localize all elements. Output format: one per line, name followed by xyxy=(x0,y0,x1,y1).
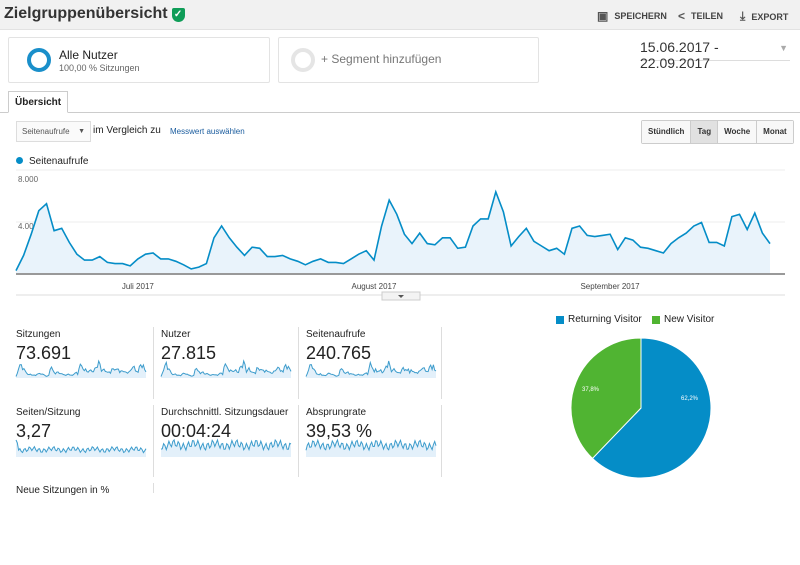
metric-divider xyxy=(298,405,299,477)
metric-label: Sitzungen xyxy=(16,329,61,340)
legend-swatch xyxy=(652,315,660,324)
pie-slice-returning[interactable] xyxy=(591,337,712,479)
chevron-down-icon: ▼ xyxy=(779,43,788,53)
sparkline xyxy=(15,439,147,454)
metric-divider xyxy=(441,405,442,477)
sparkline xyxy=(305,438,437,452)
metric-divider xyxy=(298,327,299,399)
metric-value: 240.765 xyxy=(306,343,372,363)
metric-2[interactable]: Seitenaufrufe 240.765 xyxy=(306,329,446,409)
metric-5[interactable]: Absprungrate 39,53 % xyxy=(306,407,446,487)
segment-all-users[interactable]: Alle Nutzer 100,00 % Sitzungen xyxy=(8,37,270,83)
pie-label-returning: 62,2% xyxy=(681,396,699,402)
metric-0[interactable]: Sitzungen 73.691 xyxy=(16,329,156,409)
pageviews-chart: 8.000 4.000 Juli 2017 August 2017 September … xyxy=(15,169,785,479)
pie-slice-new[interactable] xyxy=(570,337,642,460)
y-tick-label: 4.000 xyxy=(18,222,39,231)
sparkline xyxy=(305,360,437,377)
metric-label: Absprungrate xyxy=(306,407,367,418)
share-button[interactable]: < TEILEN xyxy=(678,9,724,23)
granularity-toggle: Stündlich Tag Woche Monat xyxy=(641,120,794,144)
tab-divider xyxy=(0,112,800,113)
y-tick-label: 8.000 xyxy=(18,175,39,184)
empty-segment-icon xyxy=(291,48,315,72)
date-range-picker[interactable]: 15.06.2017 - 22.09.2017 ▼ xyxy=(640,39,790,71)
compare-label: im Vergleich zu xyxy=(93,125,161,136)
export-button[interactable]: ⤓ EXPORT xyxy=(740,9,789,23)
header-bar: Zielgruppenübersicht ✓ ▣ SPEICHERN < TEILEN… xyxy=(0,0,800,30)
sparkline xyxy=(15,359,147,377)
granularity-week[interactable]: Woche xyxy=(718,121,758,143)
metric-divider xyxy=(153,327,154,399)
metric-label: Durchschnittl. Sitzungsdauer xyxy=(161,407,289,418)
select-metric-link[interactable]: Messwert auswählen xyxy=(170,127,245,136)
chart-legend: Seitenaufrufe xyxy=(16,156,89,167)
check-shield-icon: ✓ xyxy=(171,8,185,22)
chart-line xyxy=(15,189,771,271)
legend-new: New Visitor xyxy=(652,314,714,325)
metric-label: Nutzer xyxy=(161,329,191,340)
share-icon: < xyxy=(678,9,686,23)
export-icon: ⤓ xyxy=(740,9,746,23)
metric-6[interactable]: Neue Sitzungen in % xyxy=(16,485,156,565)
metric-divider xyxy=(153,483,154,493)
metric-value: 73.691 xyxy=(16,343,72,363)
metric-divider xyxy=(441,327,442,399)
segment-ring-icon xyxy=(27,48,51,72)
metric-select[interactable]: Seitenaufrufe ▼ xyxy=(16,121,91,142)
chart-area xyxy=(16,191,770,273)
metric-1[interactable]: Nutzer 27.815 xyxy=(161,329,301,409)
metric-label: Seitenaufrufe xyxy=(306,329,366,340)
metric-divider xyxy=(153,405,154,477)
add-segment-button[interactable]: + Segment hinzufügen xyxy=(278,37,539,83)
chevron-down-icon xyxy=(398,295,404,298)
x-tick-label: Juli 2017 xyxy=(122,282,155,291)
legend-dot xyxy=(16,157,23,164)
pie-label-new: 37,8% xyxy=(582,387,600,393)
x-tick-label: September 2017 xyxy=(580,282,640,291)
save-icon: ▣ xyxy=(597,9,609,23)
tab-overview[interactable]: Übersicht xyxy=(8,91,69,113)
metric-4[interactable]: Durchschnittl. Sitzungsdauer 00:04:24 xyxy=(161,407,301,487)
legend-returning: Returning Visitor xyxy=(556,314,642,325)
granularity-month[interactable]: Monat xyxy=(757,121,793,143)
metric-value: 39,53 % xyxy=(306,421,373,441)
page-title: Zielgruppenübersicht ✓ xyxy=(4,5,185,23)
metric-label: Seiten/Sitzung xyxy=(16,407,81,418)
chevron-down-icon: ▼ xyxy=(78,128,85,135)
metric-3[interactable]: Seiten/Sitzung 3,27 xyxy=(16,407,156,487)
legend-swatch xyxy=(556,315,564,324)
sparkline-area xyxy=(306,361,436,378)
metric-value: 3,27 xyxy=(16,421,52,441)
metric-value: 00:04:24 xyxy=(161,421,232,441)
sparkline-area xyxy=(161,361,291,378)
sparkline-area xyxy=(161,440,291,457)
save-button[interactable]: ▣ SPEICHERN xyxy=(597,9,667,23)
granularity-hourly[interactable]: Stündlich xyxy=(642,121,692,143)
metric-value: 27.815 xyxy=(161,343,217,363)
sparkline xyxy=(160,438,292,452)
granularity-day[interactable]: Tag xyxy=(691,121,719,143)
sparkline-area xyxy=(16,440,146,457)
sparkline xyxy=(160,359,292,377)
sparkline-area xyxy=(16,361,146,378)
x-tick-label: August 2017 xyxy=(351,282,396,291)
